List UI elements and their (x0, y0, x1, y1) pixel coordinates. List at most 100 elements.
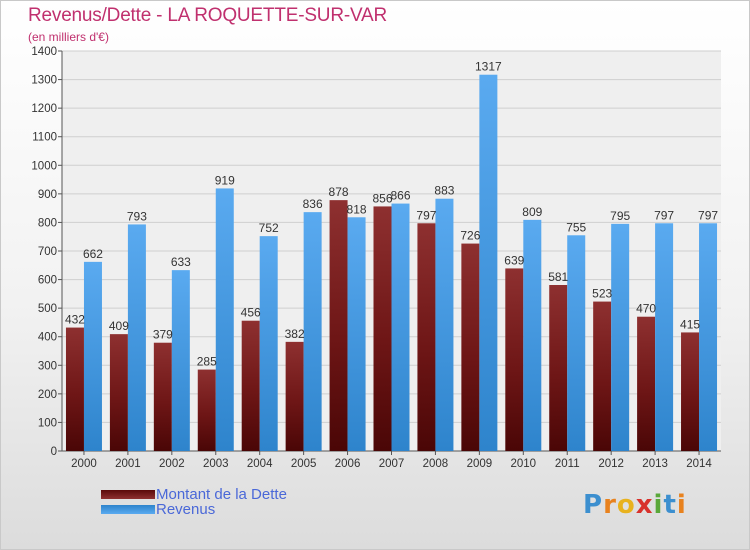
bar-revenus (523, 219, 542, 451)
legend-label-dette: Montant de la Dette (156, 486, 287, 503)
data-label-dette: 878 (329, 185, 349, 199)
data-label-revenus: 919 (215, 173, 235, 187)
data-label-dette: 285 (197, 355, 217, 369)
data-label-revenus: 797 (654, 208, 674, 222)
logo-letter: t (663, 490, 677, 520)
data-label-revenus: 836 (303, 197, 323, 211)
bar-dette (373, 206, 392, 451)
bar-dette (241, 320, 260, 451)
bar-revenus (479, 74, 498, 451)
data-label-revenus: 755 (566, 220, 586, 234)
data-label-revenus: 795 (610, 209, 630, 223)
data-label-dette: 856 (372, 191, 392, 205)
y-tick-label: 300 (38, 360, 57, 372)
x-tick-label: 2002 (159, 458, 185, 470)
legend-swatch-revenus (101, 505, 155, 514)
y-tick-label: 0 (51, 446, 57, 458)
bar-dette (153, 342, 172, 451)
y-tick-label: 600 (38, 275, 57, 287)
bar-revenus (259, 236, 278, 451)
data-label-dette: 726 (460, 229, 480, 243)
logo-letter: P (583, 490, 604, 520)
data-label-revenus: 809 (522, 205, 542, 219)
data-label-dette: 382 (285, 327, 305, 341)
legend-item-dette: Montant de la Dette (101, 486, 361, 503)
legend-label-revenus: Revenus (156, 501, 216, 518)
bar-revenus (127, 224, 146, 451)
bar-dette (417, 223, 436, 451)
y-tick-label: 1200 (31, 103, 57, 115)
data-label-dette: 415 (680, 317, 700, 331)
logo-letter: o (616, 490, 636, 520)
bar-dette (505, 268, 524, 451)
x-tick-label: 2012 (598, 458, 624, 470)
bar-dette (329, 200, 348, 451)
bar-revenus (611, 223, 630, 451)
chart-title: Revenus/Dette - LA ROQUETTE-SUR-VAR (28, 5, 388, 26)
x-tick-label: 2005 (291, 458, 317, 470)
x-tick-label: 2001 (115, 458, 141, 470)
logo-letter: i (653, 490, 664, 520)
legend-item-revenus: Revenus (101, 501, 361, 518)
bar-revenus (347, 217, 366, 451)
bar-revenus (435, 198, 454, 451)
x-tick-label: 2004 (247, 458, 273, 470)
data-label-revenus: 633 (171, 255, 191, 269)
y-tick-label: 1100 (32, 132, 57, 144)
x-tick-label: 2011 (555, 458, 580, 470)
y-tick-label: 1000 (31, 160, 57, 172)
proxiti-logo: Proxiti (583, 490, 687, 520)
bar-revenus (83, 261, 102, 451)
x-tick-label: 2003 (203, 458, 229, 470)
data-label-revenus: 1317 (475, 60, 502, 74)
bar-revenus (655, 223, 674, 451)
x-tick-label: 2010 (511, 458, 537, 470)
bar-dette (461, 243, 480, 451)
bar-revenus (699, 223, 718, 451)
data-label-dette: 470 (636, 302, 656, 316)
x-tick-label: 2006 (335, 458, 361, 470)
data-label-revenus: 818 (347, 202, 367, 216)
bar-dette (197, 369, 216, 451)
data-label-dette: 456 (241, 306, 261, 320)
bar-dette (637, 316, 656, 451)
x-tick-label: 2007 (379, 458, 405, 470)
y-tick-label: 1400 (31, 46, 57, 58)
data-label-revenus: 883 (434, 184, 454, 198)
data-label-revenus: 752 (259, 221, 279, 235)
bar-revenus (171, 270, 190, 451)
y-tick-label: 500 (38, 303, 57, 315)
y-tick-label: 400 (38, 332, 57, 344)
y-tick-label: 700 (38, 246, 57, 258)
data-label-dette: 797 (416, 208, 436, 222)
data-label-dette: 639 (504, 253, 524, 267)
logo-letter: x (635, 490, 654, 520)
data-label-dette: 409 (109, 319, 129, 333)
data-label-dette: 581 (548, 270, 568, 284)
data-label-dette: 379 (153, 328, 173, 342)
x-tick-label: 2009 (467, 458, 493, 470)
chart-subtitle: (en milliers d'€) (28, 30, 109, 44)
x-tick-label: 2013 (642, 458, 668, 470)
bar-dette (109, 334, 128, 451)
y-tick-label: 800 (38, 217, 57, 229)
bar-dette (681, 332, 700, 451)
bar-revenus (303, 212, 322, 451)
legend-swatch-dette (101, 490, 155, 499)
data-label-revenus: 797 (698, 208, 718, 222)
bar-dette (549, 285, 568, 451)
bar-dette (593, 301, 612, 451)
bar-revenus (215, 188, 234, 451)
data-label-revenus: 662 (83, 247, 103, 261)
data-label-revenus: 866 (390, 189, 410, 203)
x-tick-label: 2008 (423, 458, 449, 470)
bar-revenus (567, 235, 586, 451)
legend: Montant de la Dette Revenus (101, 486, 361, 518)
bar-dette (285, 341, 304, 451)
y-tick-label: 1300 (31, 75, 57, 87)
data-label-revenus: 793 (127, 209, 147, 223)
data-label-dette: 432 (65, 313, 85, 327)
y-tick-label: 100 (38, 417, 57, 429)
logo-letter: r (603, 490, 617, 520)
